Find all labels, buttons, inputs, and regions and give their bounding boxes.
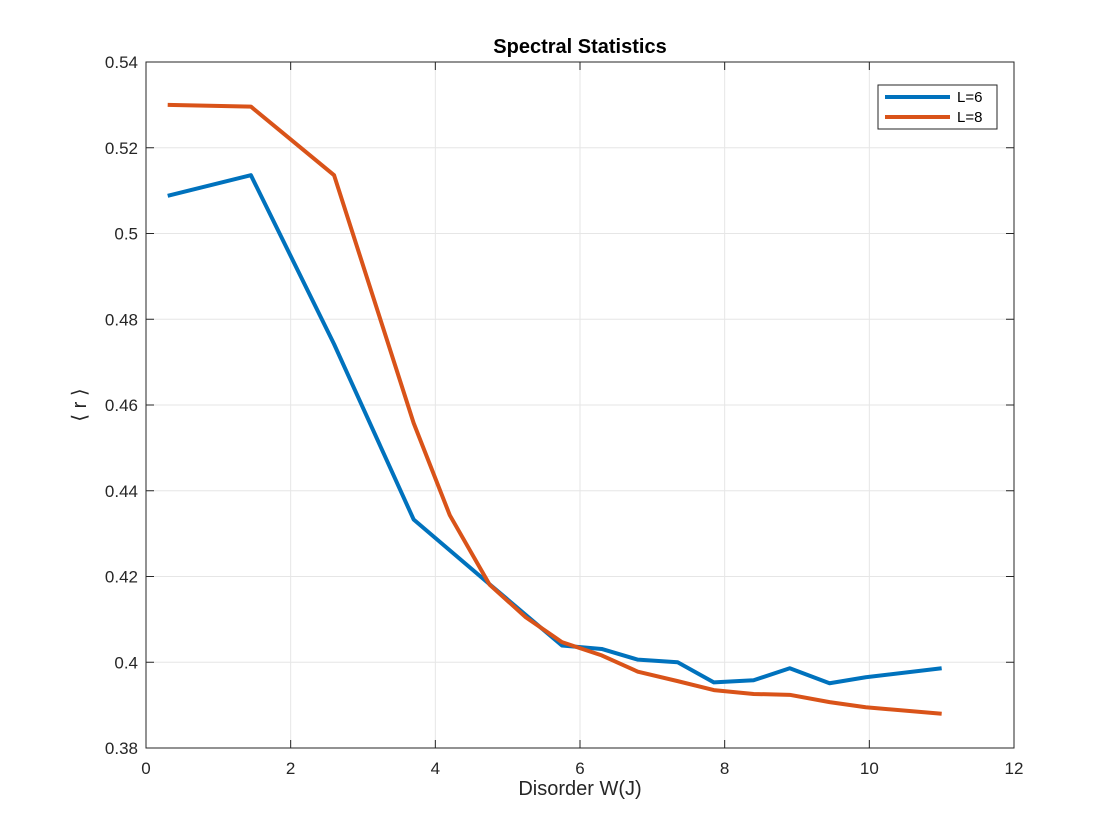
chart-title: Spectral Statistics — [493, 36, 666, 58]
axes — [145, 61, 1015, 749]
x-tick-label: 12 — [1005, 759, 1024, 778]
x-tick-label: 0 — [141, 759, 150, 778]
series-lines — [167, 102, 942, 716]
y-tick-label: 0.54 — [105, 53, 138, 72]
legend-label-1: L=6 — [957, 89, 982, 106]
y-tick-label: 0.5 — [114, 225, 138, 244]
x-axis-label: Disorder W(J) — [518, 778, 641, 800]
x-tick-label: 6 — [575, 759, 584, 778]
grid — [146, 62, 1014, 748]
y-tick-label: 0.44 — [105, 482, 138, 501]
x-tick-label: 8 — [720, 759, 729, 778]
x-tick-label: 10 — [860, 759, 879, 778]
x-tick-label: 4 — [431, 759, 440, 778]
y-axis-label: ⟨ r ⟩ — [69, 388, 91, 421]
series-line-1 — [167, 173, 942, 686]
legend: L=6L=8 — [877, 84, 998, 130]
series-line-2 — [167, 102, 942, 716]
tick-labels: 0 2 4 6 8 10 12 0.38 0.4 0.42 0.44 0.46 0.48 0.5 0.52 0… — [105, 53, 1024, 778]
y-tick-label: 0.4 — [114, 653, 138, 672]
legend-box — [877, 84, 998, 130]
y-tick-label: 0.46 — [105, 396, 138, 415]
y-tick-label: 0.42 — [105, 568, 138, 587]
y-tick-label: 0.48 — [105, 310, 138, 329]
x-tick-label: 2 — [286, 759, 295, 778]
legend-label-2: L=8 — [957, 109, 982, 126]
y-tick-label: 0.38 — [105, 739, 138, 758]
y-tick-label: 0.52 — [105, 139, 138, 158]
